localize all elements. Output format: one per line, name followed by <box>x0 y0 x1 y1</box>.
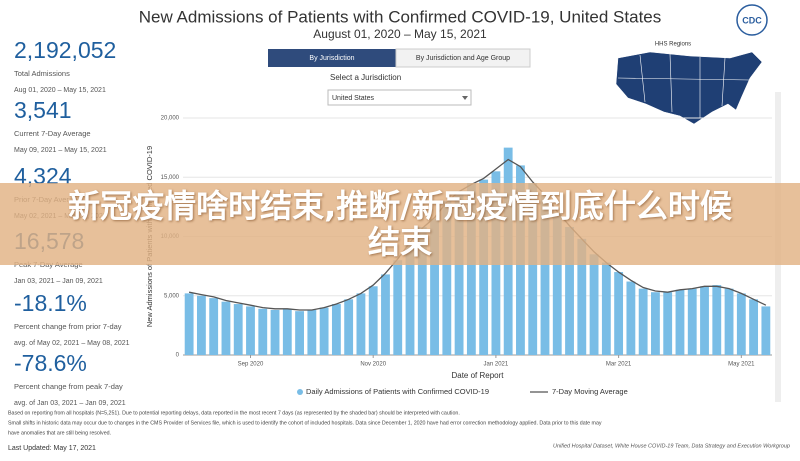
bar <box>184 293 194 355</box>
dropdown-arrow <box>462 96 468 100</box>
footnote: have anomalies that are still being reso… <box>8 430 111 436</box>
tab-inactive[interactable] <box>395 48 531 68</box>
bar <box>393 260 403 355</box>
footnote: Small shifts in historic data may occur … <box>8 420 602 426</box>
logo-badge <box>736 4 768 36</box>
bar <box>700 286 709 355</box>
y-tick-label: 20,000 <box>161 116 180 122</box>
legend-label: Daily Admissions of Patients with Confir… <box>306 387 489 396</box>
subtitle: August 01, 2020 – May 15, 2021 <box>313 27 487 41</box>
banner-text: 新冠疫情啥时结束,推断/新冠疫情到底什么时候结束 <box>68 187 732 261</box>
bar <box>417 227 427 355</box>
bar <box>381 274 390 355</box>
bar <box>651 292 660 355</box>
bar <box>307 309 317 355</box>
x-tick-label: Mar 2021 <box>606 362 632 368</box>
moving-average-line <box>188 158 767 311</box>
bar <box>601 262 611 355</box>
stat-value: -78.6% <box>14 350 87 376</box>
title: New Admissions of Patients with Confirme… <box>139 7 662 26</box>
footnote: Based on reporting from all hospitals (N… <box>8 410 460 416</box>
bar <box>246 306 255 355</box>
logo: CDC <box>742 15 762 25</box>
last-updated: Last Updated: May 17, 2021 <box>8 445 96 452</box>
bar <box>687 288 697 355</box>
bar <box>233 304 243 355</box>
bar <box>209 298 219 355</box>
legend-label: 7-Day Moving Average <box>552 387 628 396</box>
bar <box>295 311 304 355</box>
banner <box>0 183 800 265</box>
dropdown[interactable] <box>327 89 472 106</box>
bar <box>368 286 378 355</box>
x-tick-label: Jan 2021 <box>484 362 509 368</box>
x-tick-label: Nov 2020 <box>360 362 386 368</box>
us-map <box>615 51 763 125</box>
bar <box>430 218 439 355</box>
bar <box>528 183 538 355</box>
bar <box>466 183 476 355</box>
x-tick-label: Sep 2020 <box>238 362 264 368</box>
selector-label: Select a Jurisdiction <box>330 73 401 82</box>
y-tick-label: 0 <box>176 353 180 359</box>
stat-range: avg. of May 02, 2021 – May 08, 2021 <box>14 340 130 347</box>
region-borders <box>617 53 751 118</box>
bar <box>356 293 366 355</box>
legend-swatch <box>297 389 303 395</box>
bar <box>442 200 452 355</box>
bar <box>565 227 574 355</box>
bar <box>479 179 489 355</box>
dropdown-value[interactable]: United States <box>332 95 375 102</box>
bar <box>282 308 292 355</box>
bar <box>577 238 587 355</box>
bar <box>663 292 673 355</box>
stat-range: May 09, 2021 – May 15, 2021 <box>14 147 107 154</box>
stat-value: 2,192,052 <box>14 37 116 63</box>
stat-value: 3,541 <box>14 97 72 123</box>
stat-value: -18.1% <box>14 290 87 316</box>
x-tick-label: May 2021 <box>728 362 755 368</box>
stat-range: Aug 01, 2020 – May 15, 2021 <box>14 87 106 94</box>
bar <box>319 307 329 355</box>
stat-label: Percent change from prior 7-day <box>14 322 122 331</box>
bar <box>749 299 759 355</box>
stat-label: Percent change from peak 7-day <box>14 382 123 391</box>
bar <box>736 293 746 355</box>
stat-range: avg. of Jan 03, 2021 – Jan 09, 2021 <box>14 400 126 407</box>
bar <box>552 212 562 355</box>
tab[interactable]: By Jurisdiction and Age Group <box>416 55 510 62</box>
bar <box>589 254 599 355</box>
bar <box>196 295 206 355</box>
y-tick-label: 5,000 <box>164 293 180 299</box>
bar <box>761 306 771 355</box>
bar <box>258 308 268 355</box>
bar <box>675 289 685 355</box>
bar <box>454 191 464 355</box>
bar <box>344 299 354 355</box>
stat-label: Total Admissions <box>14 69 70 78</box>
bar <box>270 309 280 355</box>
bar <box>405 242 415 355</box>
source: Unified Hospital Dataset, White House CO… <box>553 443 790 449</box>
x-axis-label: Date of Report <box>451 371 504 380</box>
bar <box>221 301 231 355</box>
bar <box>724 288 734 355</box>
tab[interactable]: By Jurisdiction <box>309 55 354 62</box>
bar <box>626 281 636 355</box>
tab-active[interactable] <box>268 49 396 67</box>
bar <box>638 288 648 355</box>
map-title: HHS Regions <box>655 42 691 48</box>
bar <box>712 285 722 355</box>
bar <box>540 195 550 355</box>
bar <box>331 304 341 355</box>
stat-range: Jan 03, 2021 – Jan 09, 2021 <box>14 278 103 285</box>
bar <box>614 272 624 355</box>
y-tick-label: 15,000 <box>161 175 180 181</box>
stat-label: Current 7-Day Average <box>14 129 91 138</box>
